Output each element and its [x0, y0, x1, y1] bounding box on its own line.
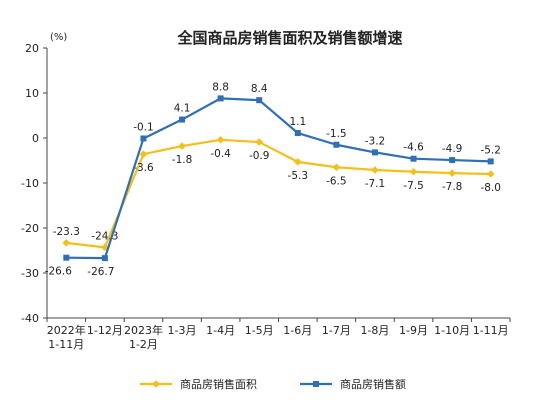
legend-marker — [313, 381, 319, 387]
legend-item: 商品房销售额 — [300, 377, 406, 391]
x-tick-label: 1-12月 — [87, 324, 123, 337]
series-line — [66, 138, 491, 249]
data-label: -5.2 — [480, 144, 501, 156]
data-point — [371, 166, 379, 174]
data-point — [409, 167, 418, 176]
x-tick-label: 1-10月 — [434, 324, 470, 337]
data-point — [101, 255, 108, 262]
data-point — [63, 254, 70, 261]
data-point — [216, 136, 225, 144]
y-tick-label: -10 — [21, 177, 39, 190]
y-tick-label: 20 — [25, 42, 39, 55]
data-point — [294, 130, 301, 137]
data-point — [256, 97, 263, 104]
data-label: -0.9 — [249, 150, 270, 162]
x-tick-label: 1-3月 — [168, 324, 197, 337]
data-label: -26.6 — [45, 266, 72, 278]
x-tick-label: 1-4月 — [206, 324, 235, 337]
data-point — [140, 135, 147, 142]
y-axis-unit: (%) — [50, 32, 67, 43]
chart-title: 全国商品房销售面积及销售额增速 — [176, 29, 402, 47]
data-point — [332, 163, 341, 172]
legend-item: 商品房销售面积 — [140, 377, 257, 391]
x-tick-label: 2022年 1-11月 — [47, 323, 86, 351]
data-point — [410, 155, 417, 162]
y-tick-label: -30 — [21, 267, 39, 280]
data-label: 8.8 — [212, 81, 229, 93]
series-area: -23.3 -24.3-3.6-1.8-0.4 -0.9-5.3 -6.5 -7.1 -7… — [53, 136, 501, 252]
data-point — [217, 95, 224, 102]
data-label: 8.4 — [251, 83, 268, 95]
x-tick-label: 2023年 1-2月 — [124, 323, 163, 351]
x-tick-label: 1-7月 — [322, 324, 351, 337]
data-point — [179, 116, 186, 123]
series-layer: -23.3 -24.3-3.6-1.8-0.4 -0.9-5.3 -6.5 -7.1 -7… — [45, 81, 501, 278]
data-point — [486, 170, 495, 178]
data-point — [448, 169, 456, 177]
x-tick-label: 1-6月 — [283, 324, 312, 337]
legend-label: 商品房销售面积 — [180, 377, 257, 391]
data-label: -0.4 — [210, 148, 231, 160]
x-tick-label: 1-9月 — [399, 324, 428, 337]
data-label: -7.1 — [365, 178, 386, 190]
legend-marker — [152, 380, 160, 388]
legend: 商品房销售面积 商品房销售额 — [140, 377, 406, 391]
data-label: -0.1 — [133, 121, 154, 133]
x-tick-label: 1-5月 — [245, 324, 274, 337]
y-tick-label: -20 — [21, 222, 39, 235]
y-tick-label: 10 — [25, 87, 39, 100]
data-label: -4.9 — [442, 143, 463, 155]
data-label: -8.0 — [480, 182, 501, 194]
data-label: 4.1 — [174, 103, 191, 115]
data-label: -7.8 — [442, 181, 463, 193]
x-tick-label: 1-8月 — [360, 324, 389, 337]
data-point — [62, 239, 71, 247]
data-point — [293, 158, 302, 166]
data-label: -4.6 — [403, 142, 424, 154]
data-point — [487, 158, 494, 165]
data-label: -26.7 — [87, 266, 114, 278]
data-label: -3.6 — [133, 162, 154, 174]
data-label: -7.5 — [403, 180, 424, 192]
x-tick-label: 1-11月 — [473, 324, 509, 337]
series-amount: -26.6 -26.7 -0.1 4.1 8.8 8.4 1.1 -1.5 -3.2 -4.6 -4… — [45, 81, 501, 278]
data-label: -3.2 — [365, 135, 386, 147]
y-tick-label: -40 — [21, 312, 39, 325]
data-point — [139, 150, 148, 158]
data-point — [255, 138, 264, 146]
data-point — [449, 157, 456, 164]
legend-label: 商品房销售额 — [340, 377, 406, 391]
series-line — [66, 97, 491, 260]
data-label: -5.3 — [288, 170, 309, 182]
data-label: -23.3 — [53, 226, 80, 238]
data-label: 1.1 — [289, 116, 306, 128]
data-label: -1.5 — [326, 128, 347, 140]
data-label: -6.5 — [326, 175, 347, 187]
y-tick-label: 0 — [32, 132, 39, 145]
data-label: -1.8 — [172, 154, 193, 166]
data-point — [371, 149, 378, 156]
data-point — [333, 141, 340, 148]
data-point — [178, 142, 186, 150]
